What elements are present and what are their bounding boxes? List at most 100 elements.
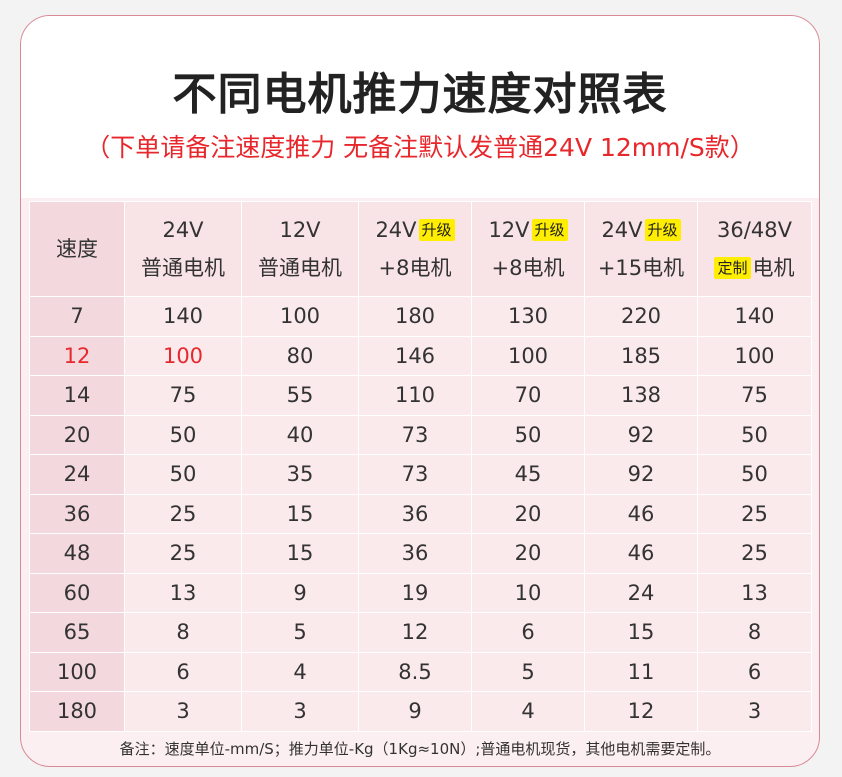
- header-voltage: 24V: [601, 218, 643, 242]
- thrust-cell: 185: [584, 335, 698, 376]
- header-voltage: 24V: [162, 218, 204, 242]
- thrust-cell: 138: [584, 375, 698, 416]
- header-col: 12V 升级 +8电机: [471, 201, 585, 297]
- thrust-cell: 220: [584, 296, 698, 337]
- thrust-cell: 8: [697, 612, 812, 653]
- thrust-cell: 92: [584, 414, 698, 455]
- thrust-cell: 25: [697, 533, 812, 574]
- thrust-cell: 8: [124, 612, 242, 653]
- thrust-cell: 3: [241, 691, 359, 732]
- thrust-cell: 100: [697, 335, 812, 376]
- thrust-cell: 6: [124, 651, 242, 692]
- thrust-cell: 146: [358, 335, 472, 376]
- thrust-cell: 50: [124, 454, 242, 495]
- speed-cell: 36: [29, 493, 125, 534]
- footnote: 备注：速度单位-mm/S；推力单位-Kg（1Kg≈10N）;普通电机现货，其他电…: [119, 740, 721, 758]
- table-header-row: 速度 24V 普通电机 12V 普通电机 24V 升级 +8电机 12V 升级 +8电机 2…: [29, 201, 812, 297]
- thrust-cell: 46: [584, 533, 698, 574]
- thrust-cell: 12: [584, 691, 698, 732]
- thrust-cell: 50: [471, 414, 585, 455]
- speed-cell: 180: [29, 691, 125, 732]
- thrust-cell: 50: [697, 414, 812, 455]
- header-area: 不同电机推力速度对照表 （下单请备注速度推力 无备注默认发普通24V 12mm/…: [21, 16, 819, 198]
- thrust-cell: 6: [697, 651, 812, 692]
- thrust-cell: 15: [241, 493, 359, 534]
- speed-cell: 60: [29, 572, 125, 613]
- header-motor: +15电机: [597, 256, 685, 280]
- speed-cell: 20: [29, 414, 125, 455]
- table-row: 20 50 40 73 50 92 50: [29, 414, 812, 455]
- speed-cell: 100: [29, 651, 125, 692]
- upgrade-badge: 升级: [644, 219, 681, 241]
- thrust-cell: 100: [471, 335, 585, 376]
- header-voltage: 12V: [279, 218, 321, 242]
- header-voltage: 24V: [375, 218, 417, 242]
- comparison-card: 不同电机推力速度对照表 （下单请备注速度推力 无备注默认发普通24V 12mm/…: [20, 15, 820, 767]
- thrust-cell: 46: [584, 493, 698, 534]
- thrust-cell: 3: [124, 691, 242, 732]
- thrust-cell: 19: [358, 572, 472, 613]
- header-motor: 电机: [752, 256, 795, 280]
- speed-cell: 65: [29, 612, 125, 653]
- page-title: 不同电机推力速度对照表: [172, 69, 668, 120]
- thrust-cell: 3: [697, 691, 812, 732]
- thrust-cell: 24: [584, 572, 698, 613]
- thrust-cell: 75: [697, 375, 812, 416]
- table-row: 7 140 100 180 130 220 140: [29, 296, 812, 337]
- table-row: 65 8 5 12 6 15 8: [29, 612, 812, 653]
- thrust-cell: 8.5: [358, 651, 472, 692]
- thrust-cell: 9: [241, 572, 359, 613]
- thrust-cell: 36: [358, 493, 472, 534]
- thrust-cell: 25: [124, 493, 242, 534]
- thrust-cell: 40: [241, 414, 359, 455]
- table-row: 60 13 9 19 10 24 13: [29, 572, 812, 613]
- upgrade-badge: 升级: [531, 219, 568, 241]
- thrust-cell: 50: [697, 454, 812, 495]
- header-voltage: 12V: [488, 218, 530, 242]
- header-col: 24V 升级 +15电机: [584, 201, 698, 297]
- table-row: 24 50 35 73 45 92 50: [29, 454, 812, 495]
- header-col: 12V 普通电机: [241, 201, 359, 297]
- thrust-cell: 25: [697, 493, 812, 534]
- thrust-cell: 100: [241, 296, 359, 337]
- speed-cell: 48: [29, 533, 125, 574]
- order-note: （下单请备注速度推力 无备注默认发普通24V 12mm/S款）: [85, 133, 755, 162]
- speed-cell: 7: [29, 296, 125, 337]
- speed-cell: 12: [29, 335, 125, 376]
- header-col: 24V 升级 +8电机: [358, 201, 472, 297]
- thrust-cell: 35: [241, 454, 359, 495]
- thrust-cell: 92: [584, 454, 698, 495]
- thrust-cell: 15: [241, 533, 359, 574]
- header-motor: 普通电机: [258, 256, 342, 280]
- thrust-cell: 6: [471, 612, 585, 653]
- table-row: 12 100 80 146 100 185 100: [29, 335, 812, 376]
- thrust-cell: 20: [471, 493, 585, 534]
- header-speed: 速度: [29, 201, 125, 297]
- header-col: 36/48V 定制 电机: [697, 201, 812, 297]
- thrust-cell: 50: [124, 414, 242, 455]
- header-motor: 普通电机: [141, 256, 225, 280]
- table-row: 100 6 4 8.5 5 11 6: [29, 651, 812, 692]
- thrust-cell: 10: [471, 572, 585, 613]
- speed-cell: 14: [29, 375, 125, 416]
- thrust-cell: 5: [471, 651, 585, 692]
- table-row: 48 25 15 36 20 46 25: [29, 533, 812, 574]
- thrust-cell: 45: [471, 454, 585, 495]
- thrust-cell: 140: [124, 296, 242, 337]
- thrust-cell: 9: [358, 691, 472, 732]
- header-motor: +8电机: [491, 256, 565, 280]
- table-row: 36 25 15 36 20 46 25: [29, 493, 812, 534]
- table-row: 14 75 55 110 70 138 75: [29, 375, 812, 416]
- thrust-cell: 36: [358, 533, 472, 574]
- custom-badge: 定制: [714, 257, 751, 279]
- thrust-cell: 4: [241, 651, 359, 692]
- thrust-cell: 13: [697, 572, 812, 613]
- thrust-cell: 15: [584, 612, 698, 653]
- thrust-cell: 100: [124, 335, 242, 376]
- thrust-cell: 75: [124, 375, 242, 416]
- speed-thrust-table: 速度 24V 普通电机 12V 普通电机 24V 升级 +8电机 12V 升级 +8电机 2…: [29, 201, 812, 732]
- header-voltage: 36/48V: [717, 218, 792, 242]
- thrust-cell: 140: [697, 296, 812, 337]
- thrust-cell: 12: [358, 612, 472, 653]
- thrust-cell: 73: [358, 454, 472, 495]
